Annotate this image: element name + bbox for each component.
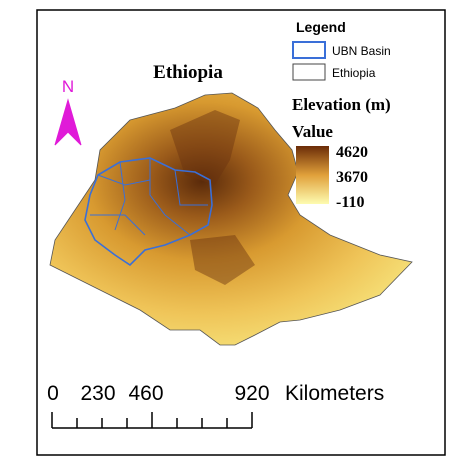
north-arrow: N [54, 77, 82, 146]
legend: Legend UBN Basin Ethiopia Elevation (m) … [292, 19, 391, 211]
elevation-subtitle: Value [292, 122, 333, 141]
scale-tick-label: 460 [128, 382, 163, 405]
ethiopia-elevation [49, 92, 413, 346]
scale-unit: Kilometers [285, 382, 384, 405]
north-label: N [62, 77, 74, 96]
scale-tick-label: 0 [47, 382, 59, 405]
scale-bar: 0 230 460 920 Kilometers [47, 382, 384, 429]
scale-tick-label: 920 [234, 382, 269, 405]
legend-item: UBN Basin [332, 44, 391, 58]
scale-tick-label: 230 [80, 382, 115, 405]
dark-highlands [170, 110, 255, 285]
elevation-title: Elevation (m) [292, 95, 391, 114]
elevation-min: -110 [336, 194, 364, 211]
elevation-ramp [296, 146, 329, 204]
legend-title: Legend [296, 19, 346, 35]
elevation-max: 4620 [336, 144, 368, 161]
elevation-mid: 3670 [336, 169, 368, 186]
sub-basin-lines [90, 158, 208, 236]
legend-item: Ethiopia [332, 66, 376, 80]
map-title: Ethiopia [153, 62, 223, 83]
